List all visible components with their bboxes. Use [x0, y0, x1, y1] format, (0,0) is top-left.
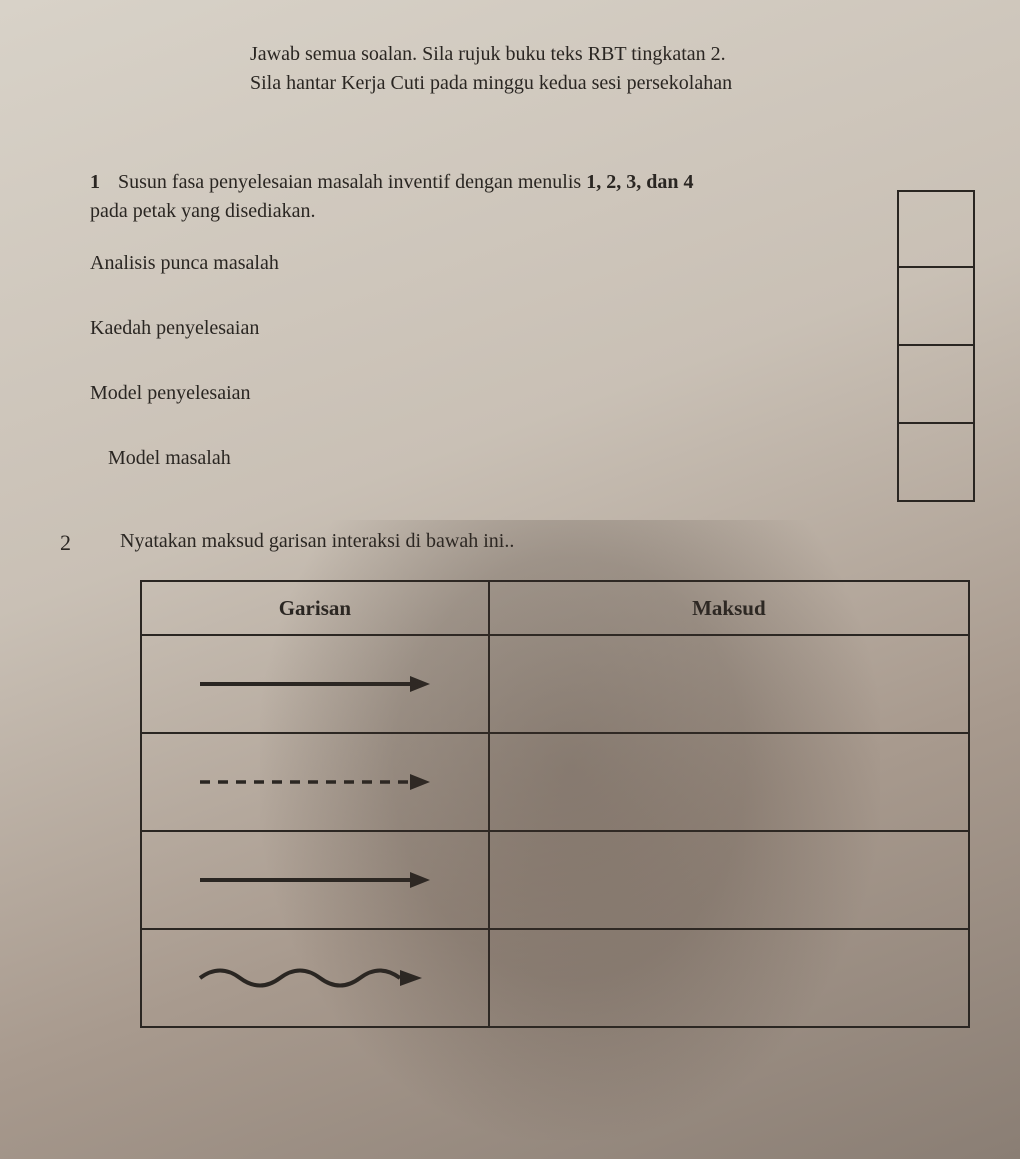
q2-table: Garisan Maksud: [140, 580, 970, 1028]
q1-number: 1: [90, 171, 100, 193]
maksud-cell[interactable]: [489, 733, 969, 831]
instruction-line-1: Jawab semua soalan. Sila rujuk buku teks…: [250, 40, 970, 69]
garisan-cell: [141, 831, 489, 929]
q1-answer-boxes: [897, 190, 975, 502]
answer-box[interactable]: [897, 268, 975, 346]
worksheet-page: Jawab semua soalan. Sila rujuk buku teks…: [0, 0, 1020, 1068]
table-row: [141, 635, 969, 733]
garisan-cell: [141, 635, 489, 733]
q1-prompt-bold: 1, 2, 3, dan 4: [586, 171, 693, 193]
answer-box[interactable]: [897, 346, 975, 424]
table-row: [141, 831, 969, 929]
arrow-solid-icon: [142, 636, 488, 732]
q1-items-list: Analisis punca masalah Kaedah penyelesai…: [90, 252, 970, 470]
instruction-line-2: Sila hantar Kerja Cuti pada minggu kedua…: [250, 69, 970, 98]
arrow-dashed-icon: [142, 734, 488, 830]
q2-table-wrap: Garisan Maksud: [140, 580, 970, 1028]
table-header-row: Garisan Maksud: [141, 581, 969, 635]
maksud-cell[interactable]: [489, 635, 969, 733]
maksud-cell[interactable]: [489, 831, 969, 929]
q1-item: Analisis punca masalah: [90, 252, 970, 275]
q1-prompt: 1 Susun fasa penyelesaian masalah inventi…: [90, 168, 810, 226]
instructions-block: Jawab semua soalan. Sila rujuk buku teks…: [250, 40, 970, 98]
col-header-garisan: Garisan: [141, 581, 489, 635]
col-header-maksud: Maksud: [489, 581, 969, 635]
q2-number: 2: [60, 530, 80, 556]
answer-box[interactable]: [897, 424, 975, 502]
arrow-solid-icon: [142, 832, 488, 928]
table-row: [141, 733, 969, 831]
q1-item: Kaedah penyelesaian: [90, 317, 970, 340]
answer-box[interactable]: [897, 190, 975, 268]
q1-prompt-b: pada petak yang disediakan.: [90, 200, 315, 222]
maksud-cell[interactable]: [489, 929, 969, 1027]
q1-item: Model masalah: [108, 447, 970, 470]
question-1: 1 Susun fasa penyelesaian masalah inventi…: [90, 168, 970, 470]
arrow-wavy-icon: [142, 930, 488, 1026]
question-2-header: 2 Nyatakan maksud garisan interaksi di b…: [60, 530, 970, 556]
q1-item: Model penyelesaian: [90, 382, 970, 405]
q1-prompt-a: Susun fasa penyelesaian masalah inventif…: [118, 171, 586, 193]
table-row: [141, 929, 969, 1027]
garisan-cell: [141, 929, 489, 1027]
garisan-cell: [141, 733, 489, 831]
q2-prompt: Nyatakan maksud garisan interaksi di baw…: [120, 530, 514, 553]
